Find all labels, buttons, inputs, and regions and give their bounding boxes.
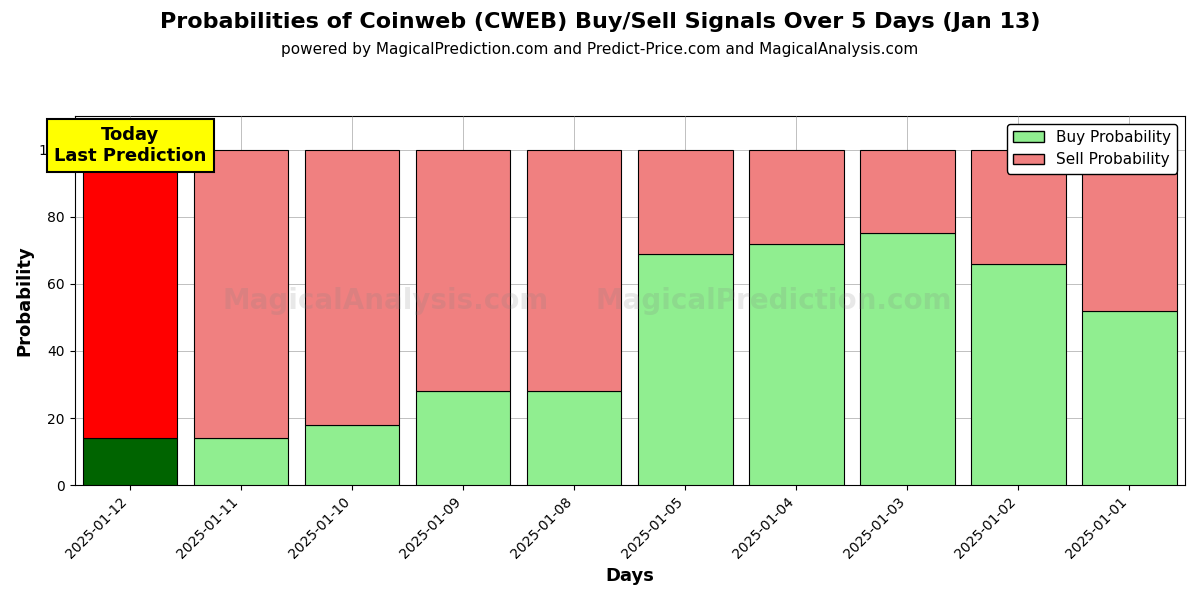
Bar [527, 149, 622, 391]
Y-axis label: Probability: Probability [16, 245, 34, 356]
X-axis label: Days: Days [605, 567, 654, 585]
Bar [83, 438, 178, 485]
Text: MagicalPrediction.com: MagicalPrediction.com [596, 287, 953, 314]
Bar [194, 438, 288, 485]
Bar [638, 254, 732, 485]
Bar [416, 391, 510, 485]
Text: MagicalAnalysis.com: MagicalAnalysis.com [222, 287, 548, 314]
Bar [83, 149, 178, 438]
Bar [749, 244, 844, 485]
Bar [305, 149, 400, 425]
Bar [1082, 149, 1177, 311]
Bar [860, 233, 955, 485]
Bar [860, 149, 955, 233]
Bar [638, 149, 732, 254]
Text: Probabilities of Coinweb (CWEB) Buy/Sell Signals Over 5 Days (Jan 13): Probabilities of Coinweb (CWEB) Buy/Sell… [160, 12, 1040, 32]
Bar [749, 149, 844, 244]
Bar [527, 391, 622, 485]
Bar [194, 149, 288, 438]
Bar [1082, 311, 1177, 485]
Text: Today
Last Prediction: Today Last Prediction [54, 126, 206, 165]
Bar [971, 263, 1066, 485]
Legend: Buy Probability, Sell Probability: Buy Probability, Sell Probability [1007, 124, 1177, 173]
Bar [416, 149, 510, 391]
Bar [971, 149, 1066, 263]
Text: powered by MagicalPrediction.com and Predict-Price.com and MagicalAnalysis.com: powered by MagicalPrediction.com and Pre… [281, 42, 919, 57]
Bar [305, 425, 400, 485]
